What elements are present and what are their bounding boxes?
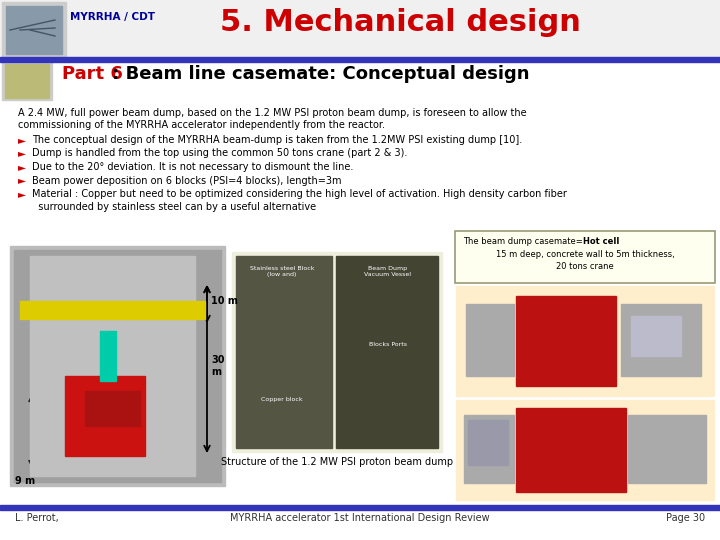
Text: : Beam line casemate: Conceptual design: : Beam line casemate: Conceptual design xyxy=(106,65,529,83)
Bar xyxy=(516,408,626,492)
Bar xyxy=(631,316,681,356)
Text: ►: ► xyxy=(18,176,26,186)
Text: surrounded by stainless steel can by a useful alternative: surrounded by stainless steel can by a u… xyxy=(32,202,316,213)
Bar xyxy=(2,62,52,100)
Bar xyxy=(85,391,140,426)
Bar xyxy=(0,505,720,510)
Bar xyxy=(100,331,116,381)
Bar xyxy=(456,286,714,396)
Bar xyxy=(5,64,49,98)
Text: 5. Mechanical design: 5. Mechanical design xyxy=(220,8,580,37)
Bar xyxy=(236,256,332,448)
Text: Part 6: Part 6 xyxy=(62,65,123,83)
Bar xyxy=(14,250,221,482)
Bar xyxy=(232,252,442,452)
Bar xyxy=(628,415,706,483)
Text: Due to the 20° deviation. It is not necessary to dismount the line.: Due to the 20° deviation. It is not nece… xyxy=(32,162,354,172)
Bar xyxy=(336,256,438,448)
Bar xyxy=(516,296,616,386)
Text: 20 tons crane: 20 tons crane xyxy=(556,262,614,271)
Text: 9 m: 9 m xyxy=(15,476,35,486)
Text: 10 m: 10 m xyxy=(211,296,238,306)
Bar xyxy=(20,301,205,319)
Text: The conceptual design of the MYRRHA beam-dump is taken from the 1.2MW PSI existi: The conceptual design of the MYRRHA beam… xyxy=(32,135,522,145)
Bar xyxy=(464,415,514,483)
Text: Beam Dump
Vacuum Vessel: Beam Dump Vacuum Vessel xyxy=(364,266,412,277)
Bar xyxy=(456,400,714,500)
Bar xyxy=(10,246,225,486)
Text: MYRRHA / CDT: MYRRHA / CDT xyxy=(70,12,155,22)
Bar xyxy=(468,420,508,465)
Bar xyxy=(2,2,66,58)
Text: Stainless steel Block
(low and): Stainless steel Block (low and) xyxy=(250,266,314,277)
Text: 30
m: 30 m xyxy=(211,355,225,377)
Text: commissioning of the MYRRHA accelerator independently from the reactor.: commissioning of the MYRRHA accelerator … xyxy=(18,120,385,130)
Bar xyxy=(0,57,720,62)
Text: Blocks Ports: Blocks Ports xyxy=(369,342,407,347)
Bar xyxy=(0,0,720,58)
Text: Page 30: Page 30 xyxy=(666,513,705,523)
Text: ►: ► xyxy=(18,162,26,172)
Text: Dump is handled from the top using the common 50 tons crane (part 2 & 3).: Dump is handled from the top using the c… xyxy=(32,148,408,159)
Text: The beam dump casemate=: The beam dump casemate= xyxy=(463,237,583,246)
Text: MYRRHA accelerator 1st International Design Review: MYRRHA accelerator 1st International Des… xyxy=(230,513,490,523)
Bar xyxy=(30,256,195,476)
Text: ►: ► xyxy=(18,135,26,145)
Text: Hot cell: Hot cell xyxy=(583,237,619,246)
Text: Structure of the 1.2 MW PSI proton beam dump: Structure of the 1.2 MW PSI proton beam … xyxy=(221,457,453,467)
Text: ►: ► xyxy=(18,148,26,159)
Bar xyxy=(65,376,145,456)
Text: 15 m deep, concrete wall to 5m thickness,: 15 m deep, concrete wall to 5m thickness… xyxy=(495,250,675,259)
Text: Beam power deposition on 6 blocks (PSI=4 blocks), length=3m: Beam power deposition on 6 blocks (PSI=4… xyxy=(32,176,341,186)
Text: A 2.4 MW, full power beam dump, based on the 1.2 MW PSI proton beam dump, is for: A 2.4 MW, full power beam dump, based on… xyxy=(18,108,526,118)
Text: ►: ► xyxy=(18,189,26,199)
Bar xyxy=(6,6,62,54)
Bar xyxy=(621,304,701,376)
Text: Copper block: Copper block xyxy=(261,397,303,402)
Text: L. Perrot,: L. Perrot, xyxy=(15,513,59,523)
Bar xyxy=(466,304,514,376)
FancyBboxPatch shape xyxy=(455,231,715,283)
Text: Material : Copper but need to be optimized considering the high level of activat: Material : Copper but need to be optimiz… xyxy=(32,189,567,199)
